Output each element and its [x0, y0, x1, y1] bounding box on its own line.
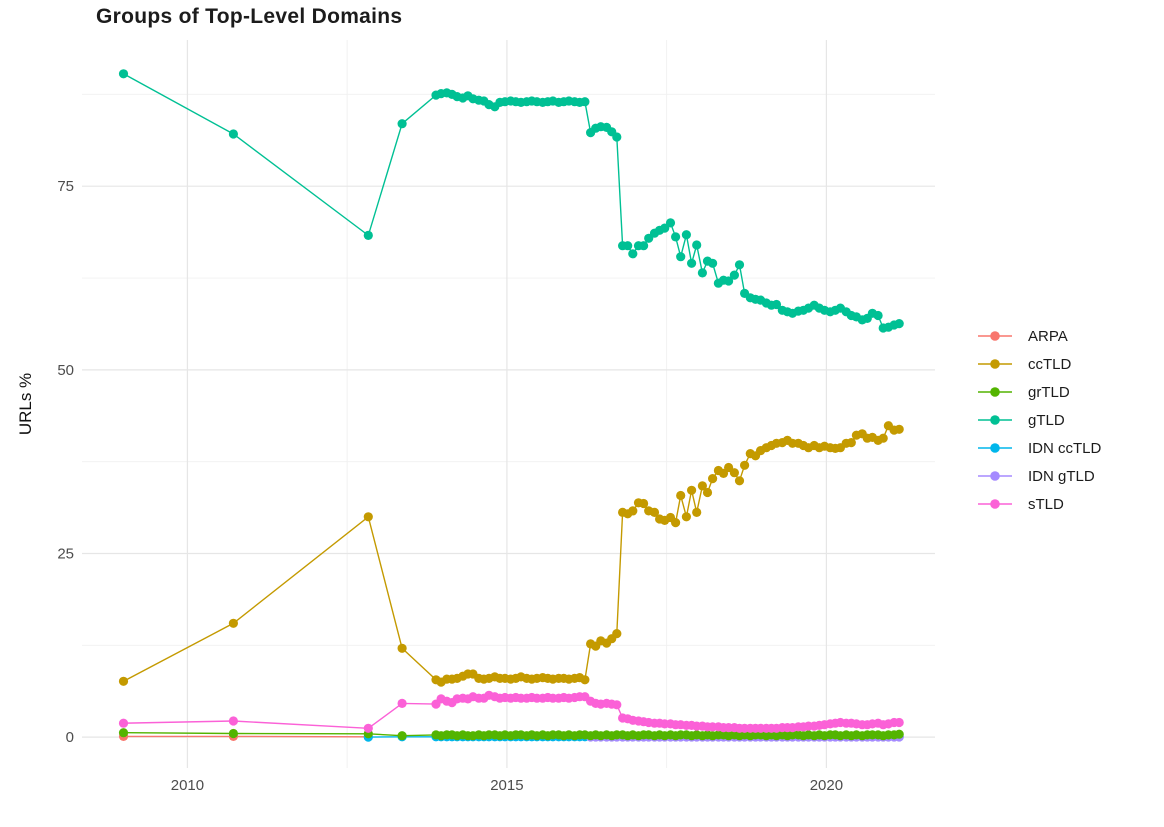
x-tick-label: 2020 — [810, 777, 843, 794]
data-point — [692, 507, 702, 517]
data-point — [639, 498, 649, 509]
data-point — [623, 241, 633, 251]
data-point — [628, 506, 638, 516]
data-point — [363, 723, 373, 733]
data-point — [397, 643, 407, 653]
legend-item-IDN-ccTLD: IDN ccTLD — [976, 434, 1101, 462]
data-point — [612, 132, 622, 142]
data-point — [894, 717, 904, 728]
legend-item-gTLD: gTLD — [976, 406, 1101, 434]
data-point — [118, 718, 129, 728]
legend-item-sTLD: sTLD — [976, 490, 1101, 518]
data-point — [771, 299, 782, 310]
data-point — [228, 129, 238, 139]
series-line — [123, 73, 900, 329]
legend-label: ARPA — [1028, 327, 1068, 345]
data-point — [612, 629, 622, 639]
data-point — [665, 218, 676, 228]
legend-label: ccTLD — [1028, 355, 1072, 373]
data-point — [702, 487, 713, 498]
data-point — [397, 698, 407, 709]
data-point — [118, 676, 129, 686]
data-point — [671, 518, 681, 528]
chart-title: Groups of Top-Level Domains — [96, 5, 403, 28]
data-point — [118, 728, 129, 738]
data-point — [687, 258, 697, 268]
data-point — [228, 728, 238, 739]
x-tick-label: 2015 — [490, 777, 523, 794]
data-point — [681, 230, 692, 240]
data-point — [846, 438, 856, 448]
legend-label: gTLD — [1028, 411, 1065, 429]
data-point — [639, 241, 649, 251]
data-point — [118, 69, 129, 79]
data-point — [676, 252, 686, 262]
data-point — [708, 474, 718, 484]
series-sTLD — [118, 690, 904, 733]
data-point — [734, 476, 745, 486]
legend-item-ccTLD: ccTLD — [976, 350, 1101, 378]
legend-key-icon — [978, 443, 1012, 453]
data-point — [671, 232, 681, 242]
series-gTLD — [118, 69, 904, 333]
data-point — [894, 424, 904, 434]
data-point — [649, 507, 660, 517]
data-point — [697, 481, 708, 491]
data-point — [612, 700, 622, 710]
legend-key-icon — [978, 359, 1012, 369]
data-point — [397, 731, 407, 741]
data-point — [724, 276, 734, 286]
x-tick-label: 2010 — [171, 777, 204, 794]
y-tick-label: 0 — [66, 729, 74, 746]
series-grTLD — [118, 728, 904, 741]
series-ccTLD — [118, 421, 904, 687]
legend-label: grTLD — [1028, 383, 1070, 401]
legend-item-ARPA: ARPA — [976, 322, 1101, 350]
legend-key-icon — [978, 415, 1012, 425]
data-point — [878, 433, 888, 443]
legend-key-icon — [978, 499, 1012, 509]
legend-label: sTLD — [1028, 495, 1064, 513]
data-point — [894, 319, 904, 329]
y-tick-label: 25 — [57, 545, 74, 562]
y-tick-label: 75 — [57, 178, 74, 195]
data-point — [687, 485, 697, 495]
data-point — [708, 258, 718, 268]
data-point — [363, 230, 373, 240]
data-point — [729, 270, 740, 280]
data-point — [873, 310, 883, 321]
data-point — [580, 97, 590, 107]
legend-item-grTLD: grTLD — [976, 378, 1101, 406]
y-axis-title: URLs % — [16, 372, 35, 436]
data-point — [894, 729, 904, 739]
data-point — [734, 260, 745, 270]
data-point — [697, 268, 708, 278]
legend-key-icon — [978, 471, 1012, 481]
data-point — [363, 512, 373, 522]
data-point — [397, 119, 407, 129]
data-point — [676, 490, 686, 501]
data-point — [228, 618, 238, 628]
data-point — [729, 468, 740, 478]
legend-key-icon — [978, 331, 1012, 341]
data-point — [681, 512, 692, 522]
data-point — [628, 249, 638, 259]
data-point — [692, 240, 702, 250]
y-tick-label: 50 — [57, 362, 74, 379]
data-point — [228, 716, 238, 726]
legend-label: IDN gTLD — [1028, 467, 1095, 485]
data-point — [580, 675, 590, 685]
legend: ARPA ccTLD grTLD gTLD IDN ccTLD IDN gTLD sTLD — [976, 322, 1101, 518]
data-point — [740, 460, 750, 470]
legend-item-IDN-gTLD: IDN gTLD — [976, 462, 1101, 490]
legend-label: IDN ccTLD — [1028, 439, 1102, 457]
legend-key-icon — [978, 387, 1012, 397]
